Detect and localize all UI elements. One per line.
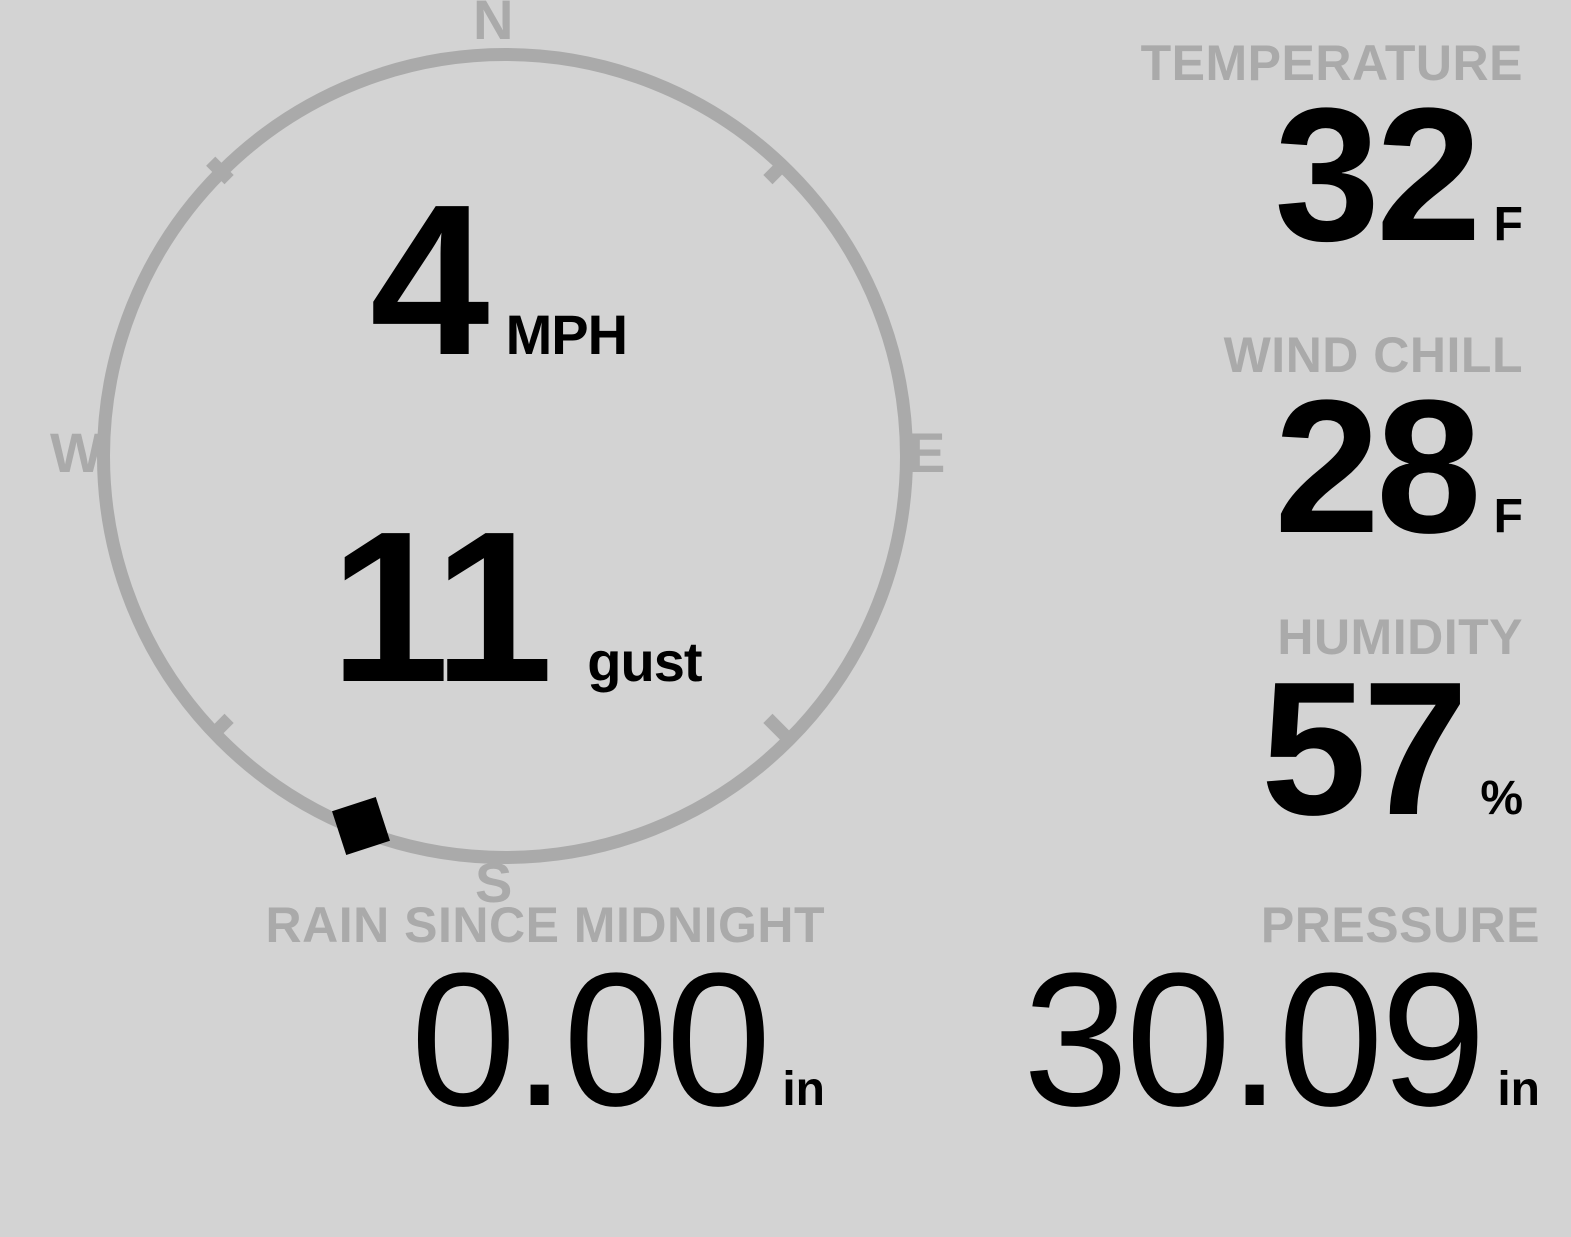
wind-speed-value: 4	[370, 159, 490, 400]
humidity-readout: HUMIDITY 57 %	[1260, 609, 1523, 855]
wind-gust-value: 11	[330, 486, 553, 727]
wind-gust-readout: 11 gust	[0, 486, 1000, 727]
wind-gust-unit: gust	[587, 630, 702, 693]
rain-label: RAIN SINCE MIDNIGHT	[265, 897, 825, 953]
compass-label-south: S	[475, 851, 513, 914]
wind-compass: N S W E 4 MPH 11 gust	[0, 0, 1000, 930]
temperature-label: TEMPERATURE	[1140, 35, 1523, 91]
humidity-value-row: 57 %	[1260, 643, 1523, 855]
compass-label-west: W	[50, 421, 103, 484]
wind-speed-readout: 4 MPH	[0, 159, 1000, 400]
humidity-unit: %	[1480, 772, 1523, 825]
rain-value-row: 0.00 in	[255, 934, 825, 1146]
compass-label-north: N	[473, 0, 514, 51]
pressure-unit: in	[1497, 1063, 1540, 1116]
pressure-readout: PRESSURE 30.09 in	[880, 897, 1540, 1146]
rain-value: 0.00	[410, 934, 772, 1146]
temperature-value: 32	[1274, 69, 1481, 281]
rain-readout: RAIN SINCE MIDNIGHT 0.00 in	[255, 897, 826, 1146]
wind-chill-unit: F	[1493, 490, 1523, 543]
humidity-label: HUMIDITY	[1277, 609, 1523, 665]
pressure-value-row: 30.09 in	[880, 934, 1540, 1146]
wind-chill-readout: WIND CHILL 28 F	[1223, 327, 1523, 573]
pressure-label: PRESSURE	[1260, 897, 1540, 953]
temperature-unit: F	[1493, 198, 1523, 251]
wind-chill-value: 28	[1274, 361, 1481, 573]
temperature-value-row: 32 F	[1141, 69, 1523, 281]
humidity-value: 57	[1260, 643, 1468, 855]
compass-label-east: E	[908, 421, 946, 484]
wind-speed-unit: MPH	[505, 303, 628, 366]
temperature-readout: TEMPERATURE 32 F	[1140, 35, 1523, 281]
pressure-value: 30.09	[1022, 934, 1486, 1146]
wind-chill-label: WIND CHILL	[1223, 327, 1523, 383]
rain-unit: in	[782, 1063, 825, 1116]
wind-chill-value-row: 28 F	[1224, 361, 1523, 573]
